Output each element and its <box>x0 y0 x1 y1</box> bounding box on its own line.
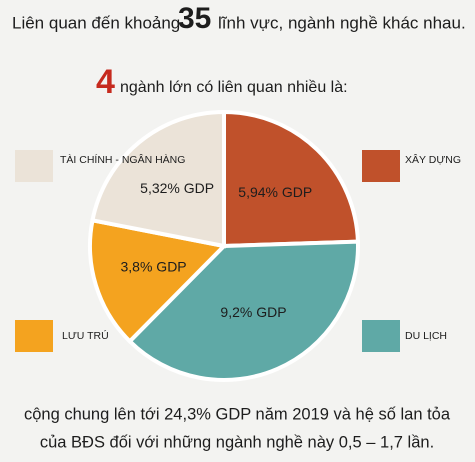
legend-label: LƯU TRÚ <box>62 329 109 342</box>
subtitle-text: ngành lớn có liên quan nhiều là: <box>120 79 348 96</box>
pie-slice <box>90 109 226 249</box>
value-label: 5,32% GDP <box>140 180 214 196</box>
legend-swatch <box>362 150 400 182</box>
legend-swatch <box>15 150 53 182</box>
pie-slice <box>222 109 360 249</box>
value-label: 9,2% GDP <box>220 304 286 320</box>
value-label: 3,8% GDP <box>121 258 187 274</box>
title-start: Liên quan đến khoảng <box>12 13 180 32</box>
legend-swatch <box>362 320 400 352</box>
pie-slice <box>126 239 360 382</box>
footer-line: cộng chung lên tới 24,3% GDP năm 2019 và… <box>24 405 451 423</box>
legend-label: XÂY DỰNG <box>405 153 461 166</box>
legend-label: TÀI CHÍNH - NGÂN HÀNG <box>60 153 185 166</box>
legend-swatch <box>15 320 53 352</box>
pie-slice <box>88 217 229 345</box>
title-end: lĩnh vực, ngành nghề khác nhau. <box>218 13 466 32</box>
value-label: 5,94% GDP <box>238 184 312 200</box>
legend-label: DU LỊCH <box>405 330 447 342</box>
footer-line: của BĐS đối với những ngành nghề này 0,5… <box>40 433 434 451</box>
title-number: 35 <box>178 2 211 35</box>
subtitle-number: 4 <box>96 63 115 101</box>
